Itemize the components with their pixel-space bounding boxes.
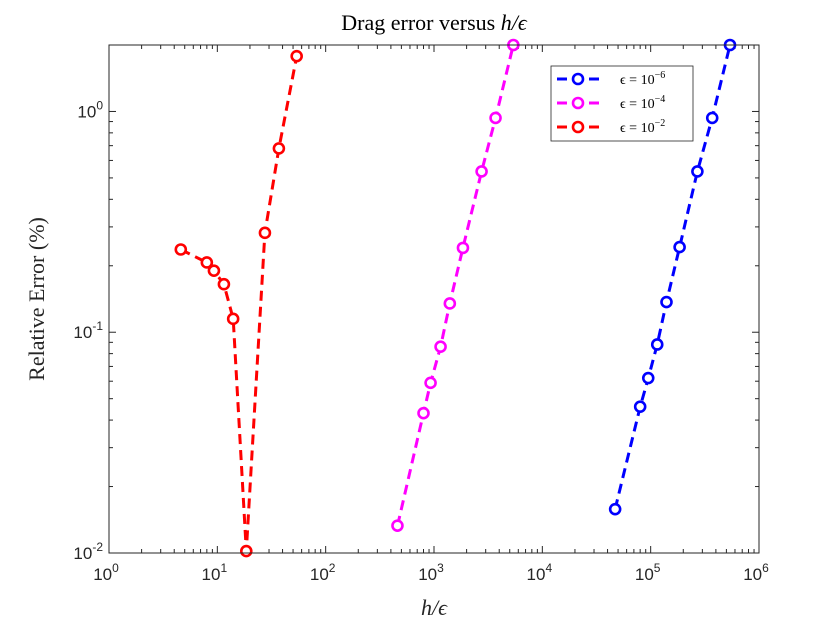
y-axis-label: Relative Error (%) xyxy=(24,217,49,381)
data-point xyxy=(456,241,470,255)
data-point xyxy=(258,226,272,240)
series-0 xyxy=(608,38,737,516)
series-layer xyxy=(174,38,737,558)
x-tick-label: 104 xyxy=(527,561,553,584)
x-tick-label: 102 xyxy=(310,561,336,584)
data-point xyxy=(673,240,686,254)
legend-marker xyxy=(571,96,585,110)
y-tick-label: 10-2 xyxy=(73,540,103,563)
data-point xyxy=(705,111,719,125)
data-point xyxy=(174,243,188,256)
tick-marks xyxy=(108,44,760,554)
data-point xyxy=(489,111,502,125)
data-point xyxy=(660,295,673,309)
data-point xyxy=(272,142,286,155)
data-point xyxy=(434,340,447,353)
x-tick-label: 103 xyxy=(418,561,444,584)
legend-label: ϵ = 10−4 xyxy=(620,94,665,112)
x-tick-label: 100 xyxy=(93,561,119,584)
y-tick-labels: 10-2 10-1 100 xyxy=(73,98,103,563)
x-tick-label: 106 xyxy=(743,561,769,584)
data-point xyxy=(633,400,647,413)
legend-marker xyxy=(571,72,585,86)
data-point xyxy=(691,165,704,178)
x-tick-label: 105 xyxy=(635,561,661,584)
data-point xyxy=(475,165,488,178)
legend-label: ϵ = 10−6 xyxy=(620,70,665,88)
data-point xyxy=(608,502,622,516)
data-point xyxy=(641,371,655,385)
chart-title-math: h/ϵ xyxy=(501,10,528,35)
y-tick-label: 100 xyxy=(77,98,103,121)
data-point xyxy=(200,256,214,269)
legend-label: ϵ = 10−2 xyxy=(620,118,665,136)
legend-marker xyxy=(571,120,585,134)
legend: ϵ = 10−6 ϵ = 10−4 ϵ = 10−2 xyxy=(550,65,694,142)
data-point xyxy=(417,406,430,420)
data-point xyxy=(207,264,221,277)
series-1 xyxy=(391,38,520,532)
data-point xyxy=(217,277,231,291)
y-tick-label: 10-1 xyxy=(73,319,103,342)
chart-title: Drag error versus h/ϵ xyxy=(341,10,528,35)
data-point xyxy=(290,49,303,63)
chart-title-prefix: Drag error versus xyxy=(341,10,500,35)
x-tick-label: 101 xyxy=(202,561,228,584)
series-2 xyxy=(174,49,303,558)
plot-frame xyxy=(108,44,760,554)
x-axis-label: h/ϵ xyxy=(421,595,448,620)
data-point xyxy=(650,338,664,351)
data-point xyxy=(443,297,457,310)
data-point xyxy=(226,312,240,326)
data-point xyxy=(391,519,404,532)
x-tick-labels: 100 101 102 103 104 105 106 xyxy=(93,561,769,584)
data-point xyxy=(424,376,437,390)
data-point xyxy=(239,544,253,558)
